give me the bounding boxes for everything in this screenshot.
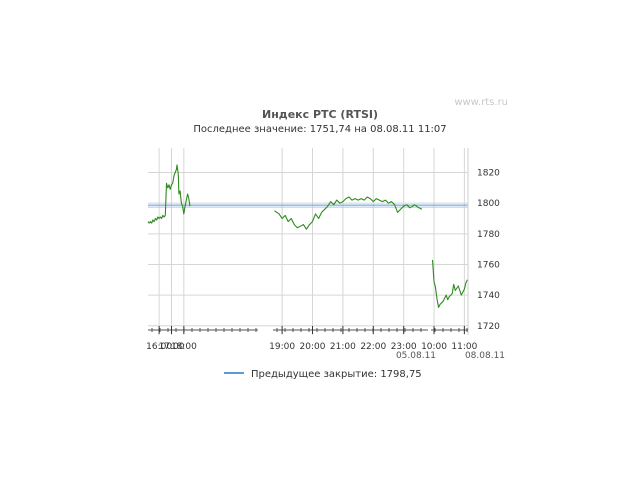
date-label: 08.08.11 [465,351,505,361]
chart-title: Индекс РТС (RTSI) [262,108,378,121]
chart-subtitle: Последнее значение: 1751,74 на 08.08.11 … [193,124,446,135]
grid [148,148,468,335]
x-tick-label: 16:00 [146,342,172,352]
x-tick-label: 11:00 [451,342,477,352]
legend: Предыдущее закрытие: 1798,75 [224,369,422,380]
x-tick-label: 22:00 [360,342,386,352]
y-tick-label: 1760 [477,260,500,270]
series-group [147,164,468,308]
x-tick-label: 10:00 [421,342,447,352]
x-tick-label: 17:00 [159,342,185,352]
x-tick-label: 18:00 [171,342,197,352]
x-tick-label: 21:00 [330,342,356,352]
reference-line-group [148,204,468,208]
y-tick-label: 1740 [477,291,500,301]
series-line [431,259,468,308]
x-tick-label: 20:00 [300,342,326,352]
y-tick-label: 1780 [477,230,500,240]
watermark: www.rts.ru [454,97,508,108]
y-axis: 1720 1740 1760 1780 1800 1820 [467,148,500,335]
x-tick-label: 19:00 [269,342,295,352]
x-tick-label: 23:00 [391,342,417,352]
legend-label: Предыдущее закрытие: 1798,75 [251,369,422,380]
y-tick-label: 1720 [477,322,500,332]
date-label: 05.08.11 [396,351,436,361]
y-tick-label: 1800 [477,199,500,209]
series-line [147,164,191,224]
y-tick-label: 1820 [477,169,500,179]
series-line [274,196,423,230]
